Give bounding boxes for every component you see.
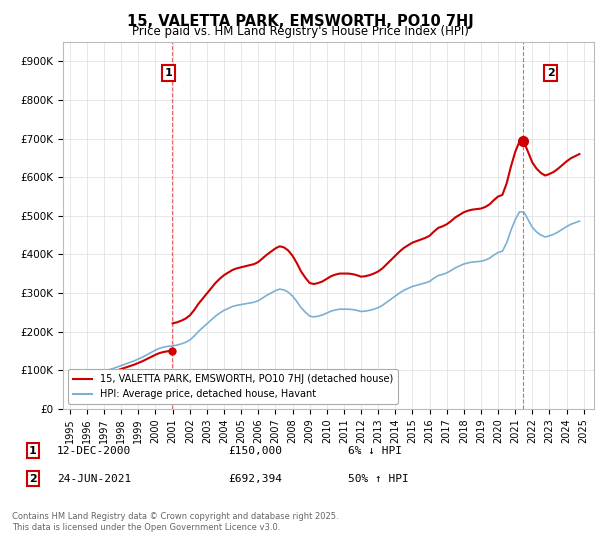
Text: 1: 1 xyxy=(164,68,172,78)
Text: 24-JUN-2021: 24-JUN-2021 xyxy=(57,474,131,484)
Text: 15, VALETTA PARK, EMSWORTH, PO10 7HJ: 15, VALETTA PARK, EMSWORTH, PO10 7HJ xyxy=(127,14,473,29)
Text: £150,000: £150,000 xyxy=(228,446,282,456)
Text: 1: 1 xyxy=(29,446,37,456)
Text: 12-DEC-2000: 12-DEC-2000 xyxy=(57,446,131,456)
Text: 50% ↑ HPI: 50% ↑ HPI xyxy=(348,474,409,484)
Text: Contains HM Land Registry data © Crown copyright and database right 2025.
This d: Contains HM Land Registry data © Crown c… xyxy=(12,512,338,532)
Text: 6% ↓ HPI: 6% ↓ HPI xyxy=(348,446,402,456)
Text: £692,394: £692,394 xyxy=(228,474,282,484)
Text: 2: 2 xyxy=(547,68,555,78)
Text: 2: 2 xyxy=(29,474,37,484)
Legend: 15, VALETTA PARK, EMSWORTH, PO10 7HJ (detached house), HPI: Average price, detac: 15, VALETTA PARK, EMSWORTH, PO10 7HJ (de… xyxy=(68,370,398,404)
Text: Price paid vs. HM Land Registry's House Price Index (HPI): Price paid vs. HM Land Registry's House … xyxy=(131,25,469,38)
